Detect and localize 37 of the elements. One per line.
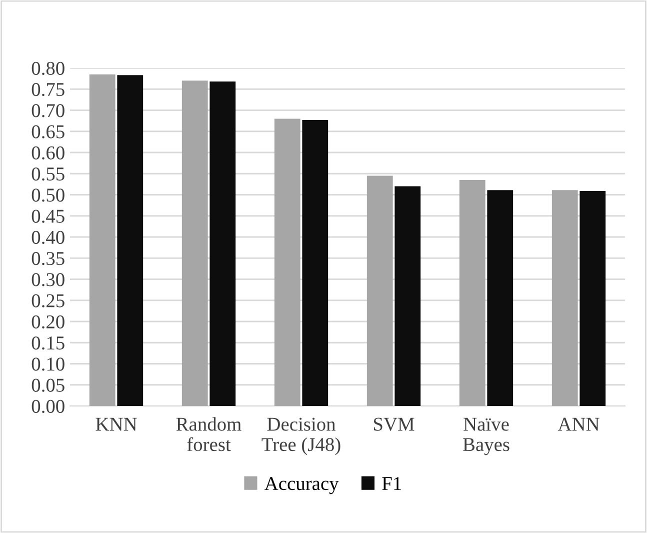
bar [459,180,486,406]
y-tick-label: 0.65 [32,125,64,138]
bar [366,176,393,406]
x-tick-label: KNN [96,418,137,431]
y-tick-label: 0.80 [32,62,64,76]
bar [580,190,606,406]
x-tick-label: Naïve Bayes [463,418,510,456]
x-tick-label: SVM [374,418,414,431]
bar [117,75,144,406]
y-tick-label: 0.10 [32,358,64,371]
bar [487,190,514,406]
bar [182,80,208,406]
y-tick-label: 0.55 [32,167,64,181]
bar [394,186,421,406]
y-tick-label: 0.50 [32,188,64,202]
bar [274,118,300,406]
x-tick-label: Decision Tree (J48) [262,418,340,456]
bar [210,82,236,406]
y-tick-label: 0.05 [32,378,64,392]
y-tick-label: 0.35 [32,252,64,266]
bar [89,74,116,406]
legend-label: Accuracy [264,477,339,494]
y-tick-label: 0.45 [32,210,64,223]
x-tick-label: Random forest [176,417,242,452]
y-tick-label: 0.40 [32,230,64,244]
bar [302,120,328,406]
y-tick-label: 0.75 [32,82,64,96]
y-tick-label: 0.15 [32,336,64,350]
y-tick-label: 0.60 [32,146,64,160]
legend-label: F1 [382,477,401,490]
y-tick-label: 0.20 [32,315,64,329]
bar [552,190,578,406]
x-tick-label: ANN [558,418,600,431]
y-tick-label: 0.30 [32,273,64,286]
y-tick-label: 0.00 [32,400,64,414]
y-tick-label: 0.25 [32,294,64,308]
y-tick-label: 0.70 [32,104,64,118]
